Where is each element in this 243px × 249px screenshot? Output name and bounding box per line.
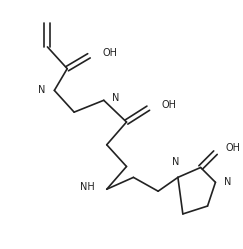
Text: N: N — [38, 85, 45, 95]
Text: OH: OH — [225, 143, 240, 153]
Text: N: N — [224, 177, 232, 187]
Text: N: N — [172, 157, 180, 168]
Text: OH: OH — [161, 100, 176, 110]
Text: OH: OH — [103, 48, 118, 58]
Text: NH: NH — [80, 182, 95, 192]
Text: N: N — [112, 93, 119, 103]
